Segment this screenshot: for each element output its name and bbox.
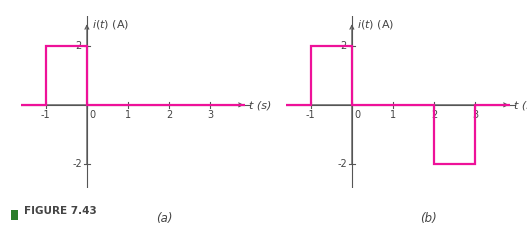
Text: -2: -2 [337, 159, 347, 169]
Text: 0: 0 [90, 110, 96, 120]
Text: FIGURE 7.43: FIGURE 7.43 [24, 206, 96, 216]
Text: 3: 3 [472, 110, 479, 120]
Text: 1: 1 [125, 110, 131, 120]
Text: -1: -1 [306, 110, 316, 120]
Text: (b): (b) [421, 212, 437, 225]
Text: t (s): t (s) [249, 101, 272, 111]
Text: 1: 1 [390, 110, 396, 120]
Text: t (s): t (s) [514, 101, 527, 111]
Text: 2: 2 [76, 41, 82, 51]
Text: (a): (a) [155, 212, 172, 225]
Text: $i(t)$ (A): $i(t)$ (A) [357, 18, 394, 31]
Text: 2: 2 [340, 41, 347, 51]
Text: -2: -2 [72, 159, 82, 169]
Text: 2: 2 [166, 110, 172, 120]
Text: 2: 2 [431, 110, 437, 120]
Text: -1: -1 [41, 110, 51, 120]
Text: $i(t)$ (A): $i(t)$ (A) [92, 18, 129, 31]
Text: 3: 3 [207, 110, 213, 120]
Text: 0: 0 [355, 110, 361, 120]
